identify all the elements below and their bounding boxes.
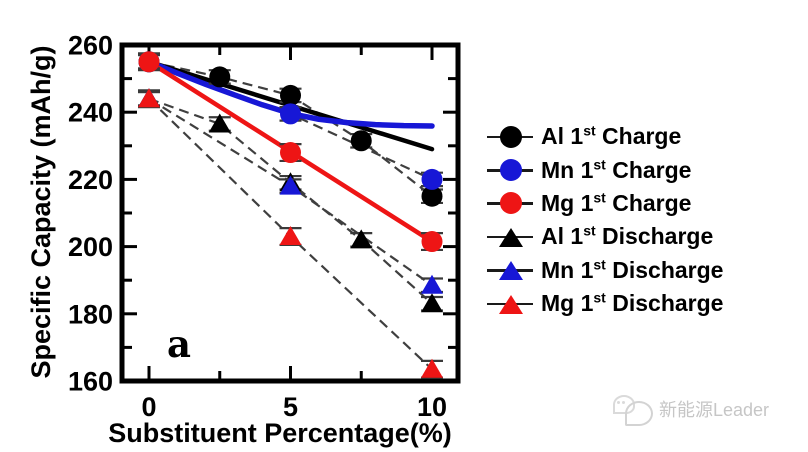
circle-marker-icon — [487, 124, 535, 150]
legend-label: Mg 1st Discharge — [541, 290, 723, 317]
data-point — [209, 66, 231, 88]
legend-label-text: Discharge — [605, 256, 724, 283]
circle-marker-icon — [487, 190, 535, 216]
legend-label-text: Charge — [605, 156, 692, 183]
legend-label-text: Mg 1 — [541, 189, 594, 216]
legend-item-al-1st-charge: Al 1st Charge — [487, 120, 723, 153]
triangle-marker-icon — [487, 224, 535, 250]
legend-label-sup: st — [593, 155, 606, 172]
triangle-marker-icon — [487, 291, 535, 317]
series-mg-1st-charge — [138, 51, 443, 253]
y-tick-label: 220 — [68, 165, 113, 195]
legend-item-mn-1st-charge: Mn 1st Charge — [487, 153, 723, 186]
legend-label-text: Mn 1 — [541, 156, 594, 183]
legend-item-mg-1st-discharge: Mg 1st Discharge — [487, 287, 723, 320]
y-axis-title: Specific Capacity (mAh/g) — [26, 45, 56, 379]
circle-marker-shape — [500, 159, 522, 182]
legend: Al 1st Charge Mn 1st Charge Mg 1st Charg… — [487, 120, 723, 320]
y-tick-label: 240 — [68, 98, 113, 128]
legend-label: Al 1st Charge — [541, 123, 681, 150]
data-point — [350, 130, 372, 152]
legend-label-text: Charge — [605, 189, 692, 216]
x-tick-label: 5 — [283, 392, 298, 422]
legend-label-sup: st — [593, 289, 606, 306]
legend-label-text: Charge — [595, 123, 682, 150]
legend-label-text: Discharge — [595, 223, 714, 250]
series-mg-1st-discharge — [138, 88, 443, 379]
panel-label: a — [167, 322, 191, 366]
legend-label: Mg 1st Charge — [541, 190, 691, 217]
y-tick-label: 260 — [68, 31, 113, 61]
data-point — [279, 175, 302, 195]
data-point — [421, 231, 443, 253]
bubble-dot — [622, 401, 625, 404]
triangle-marker-shape — [499, 294, 523, 314]
y-tick-label: 160 — [68, 367, 113, 397]
data-point — [421, 168, 443, 190]
legend-label: Mn 1st Charge — [541, 157, 691, 184]
data-point — [280, 103, 301, 125]
plot-frame — [119, 42, 461, 384]
data-point — [421, 274, 443, 294]
legend-label-text: Al 1 — [541, 223, 584, 250]
watermark-text: 新能源Leader — [659, 400, 770, 420]
data-point — [350, 229, 373, 249]
legend-label-sup: st — [593, 189, 606, 206]
legend-item-mg-1st-charge: Mg 1st Charge — [487, 187, 723, 220]
data-point — [280, 142, 301, 164]
y-tick-label: 180 — [68, 299, 113, 329]
legend-label: Mn 1st Discharge — [541, 257, 723, 284]
data-point — [421, 185, 443, 207]
legend-item-al-1st-discharge: Al 1st Discharge — [487, 220, 723, 253]
y-tick-label: 200 — [68, 232, 113, 262]
bubble-dot — [617, 401, 620, 404]
circle-marker-shape — [500, 192, 522, 215]
data-point — [280, 84, 301, 106]
data-point — [421, 293, 443, 313]
legend-label-text: Discharge — [605, 290, 724, 317]
legend-label-sup: st — [583, 222, 596, 239]
legend-label: Al 1st Discharge — [541, 223, 713, 250]
x-tick-label: 10 — [417, 392, 447, 422]
legend-label-sup: st — [583, 122, 596, 139]
x-axis-title: Substituent Percentage(%) — [108, 418, 452, 448]
triangle-marker-shape — [499, 261, 523, 281]
data-point — [279, 226, 302, 246]
legend-label-text: Al 1 — [541, 123, 584, 150]
data-point — [208, 113, 231, 133]
data-point — [421, 358, 443, 378]
legend-label-text: Mg 1 — [541, 290, 594, 317]
dashed-line-al-1st-discharge — [148, 97, 433, 305]
triangle-marker-icon — [487, 257, 535, 283]
big-bubble-shape — [625, 401, 653, 426]
legend-label-sup: st — [593, 256, 606, 273]
legend-label-text: Mn 1 — [541, 256, 594, 283]
data-point — [138, 88, 160, 108]
circle-marker-shape — [500, 125, 522, 148]
legend-item-mn-1st-discharge: Mn 1st Discharge — [487, 254, 723, 287]
x-tick-label: 0 — [141, 392, 156, 422]
triangle-marker-shape — [499, 227, 523, 247]
circle-marker-icon — [487, 157, 535, 183]
watermark: 新能源Leader — [610, 388, 769, 430]
data-point — [138, 51, 160, 73]
chat-bubbles-icon — [610, 388, 656, 430]
